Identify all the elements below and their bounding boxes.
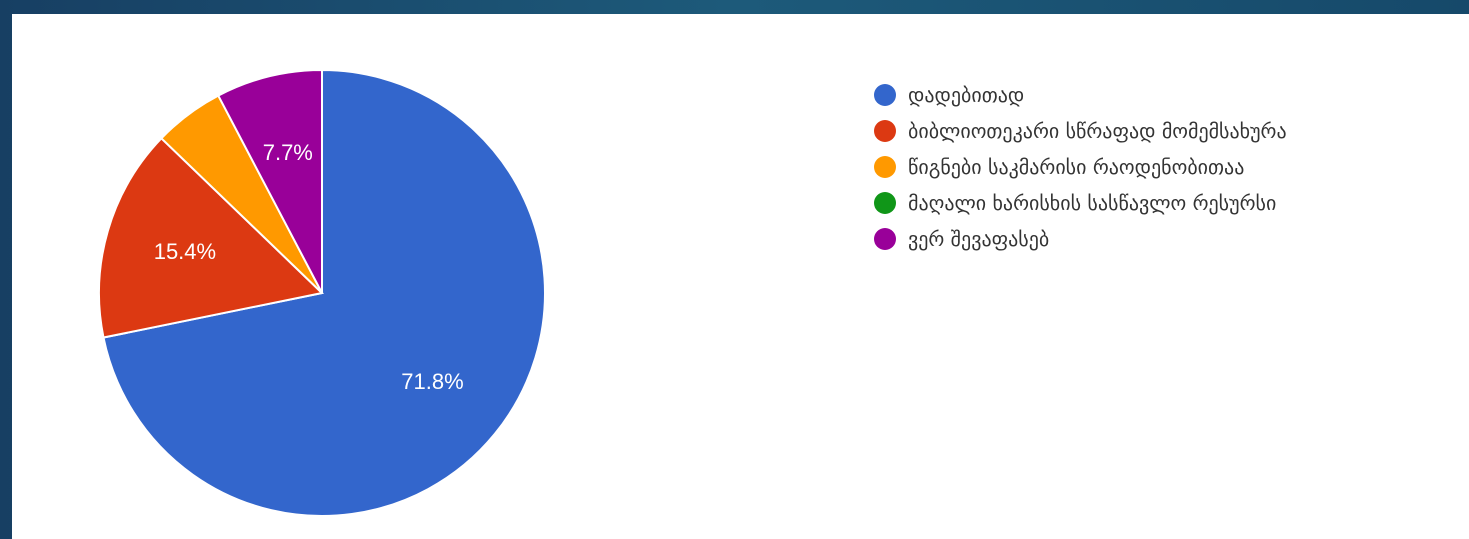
legend-swatch: [874, 192, 896, 214]
legend-label: ბიბლიოთეკარი სწრაფად მომემსახურა: [908, 119, 1287, 143]
slice-value-label: 7.7%: [263, 140, 313, 165]
legend-item[interactable]: მაღალი ხარისხის სასწავლო რესურსი: [874, 185, 1287, 221]
pie-chart: 71.8% 15.4% 7.7%: [98, 68, 546, 517]
slice-value-label: 71.8%: [401, 369, 463, 394]
legend-label: დადებითად: [908, 83, 1025, 107]
legend-label: წიგნები საკმარისი რაოდენობითაა: [908, 155, 1245, 179]
legend: დადებითად ბიბლიოთეკარი სწრაფად მომემსახუ…: [874, 77, 1287, 257]
chart-panel: 71.8% 15.4% 7.7% დადებითად ბიბლიოთეკარი სწ…: [12, 14, 1469, 539]
pie-slice[interactable]: [102, 68, 546, 517]
legend-label: ვერ შევაფასებ: [908, 227, 1050, 251]
legend-label: მაღალი ხარისხის სასწავლო რესურსი: [908, 191, 1277, 215]
legend-swatch: [874, 156, 896, 178]
pie-slice[interactable]: [98, 136, 325, 339]
legend-swatch: [874, 120, 896, 142]
legend-item[interactable]: წიგნები საკმარისი რაოდენობითაა: [874, 149, 1287, 185]
legend-swatch: [874, 228, 896, 250]
legend-item[interactable]: ბიბლიოთეკარი სწრაფად მომემსახურა: [874, 113, 1287, 149]
legend-item[interactable]: ვერ შევაფასებ: [874, 221, 1287, 257]
legend-item[interactable]: დადებითად: [874, 77, 1287, 113]
legend-swatch: [874, 84, 896, 106]
slice-value-label: 15.4%: [154, 239, 216, 264]
pie-slice[interactable]: [216, 68, 323, 294]
